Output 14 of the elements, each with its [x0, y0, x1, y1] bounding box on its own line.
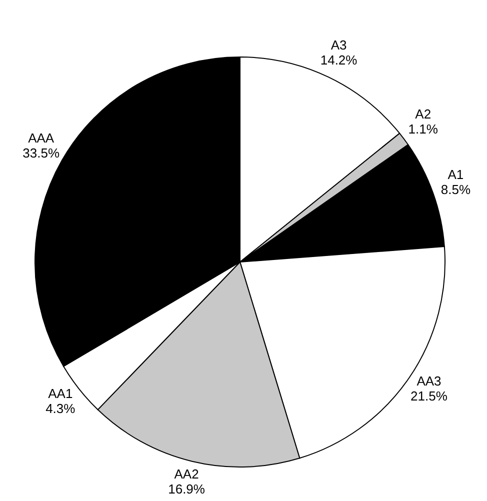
slice-label: A2 [415, 106, 432, 122]
data-label: 1.1% [408, 122, 438, 137]
slice-label: A1 [448, 167, 464, 182]
slice-label: AA1 [48, 386, 73, 402]
slice-label: AAA [28, 130, 54, 146]
data-label: 14.2% [320, 52, 358, 68]
data-label: 33.5% [22, 146, 60, 161]
data-label: 16.9% [168, 482, 206, 497]
data-label: 21.5% [410, 388, 448, 404]
data-label: 8.5% [440, 182, 471, 198]
slice-label: AA3 [416, 373, 442, 388]
slice-label: AA2 [174, 466, 199, 482]
data-label: 4.3% [46, 401, 76, 416]
slice-label: A3 [330, 37, 347, 52]
